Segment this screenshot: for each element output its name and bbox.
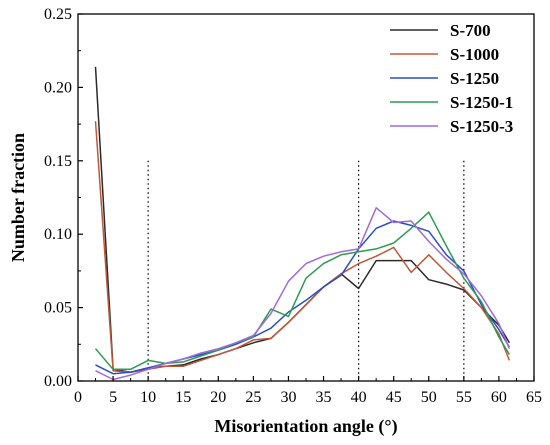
reference-lines (147, 160, 465, 381)
x-tick-label: 30 (280, 389, 296, 406)
x-tick-label: 40 (351, 389, 367, 406)
y-tick-label: 0.10 (44, 226, 72, 243)
x-tick-label: 25 (245, 389, 261, 406)
legend-label: S-1250 (450, 69, 499, 88)
y-tick-label: 0.20 (44, 79, 72, 96)
y-axis-title: Number fraction (8, 133, 28, 262)
x-axis: 0 5 10 15 20 25 30 35 40 45 50 55 60 65 (74, 376, 542, 406)
series-line-s-1000 (94, 121, 511, 373)
x-tick-label: 55 (456, 389, 472, 406)
x-tick-label: 35 (316, 389, 332, 406)
y-tick-label: 0.00 (44, 373, 72, 390)
series-lines (94, 66, 511, 381)
x-tick-label: 0 (74, 389, 82, 406)
legend-label: S-1250-1 (450, 93, 513, 112)
x-tick-label: 15 (175, 389, 191, 406)
series-line-s-1250 (95, 220, 511, 375)
x-tick-label: 50 (421, 389, 437, 406)
x-tick-label: 60 (491, 389, 507, 406)
legend-label: S-1000 (450, 45, 499, 64)
x-tick-label: 10 (140, 389, 156, 406)
x-axis-title: Misorientation angle (°) (214, 416, 397, 437)
y-axis: 0.00 0.05 0.10 0.15 0.20 0.25 (44, 6, 83, 390)
series-line-s-700 (94, 66, 511, 373)
x-tick-label: 5 (109, 389, 117, 406)
legend-label: S-1250-3 (450, 117, 513, 136)
x-tick-label: 45 (386, 389, 402, 406)
y-tick-label: 0.15 (44, 153, 72, 170)
x-tick-label: 20 (210, 389, 226, 406)
y-tick-label: 0.25 (44, 6, 72, 23)
y-tick-label: 0.05 (44, 300, 72, 317)
x-tick-label: 65 (526, 389, 542, 406)
legend-label: S-700 (450, 21, 491, 40)
series-line-s-1250-3 (95, 207, 511, 381)
legend: S-700 S-1000 S-1250 S-1250-1 S-1250-3 (390, 21, 513, 136)
series-line-s-1250-1 (94, 211, 511, 371)
